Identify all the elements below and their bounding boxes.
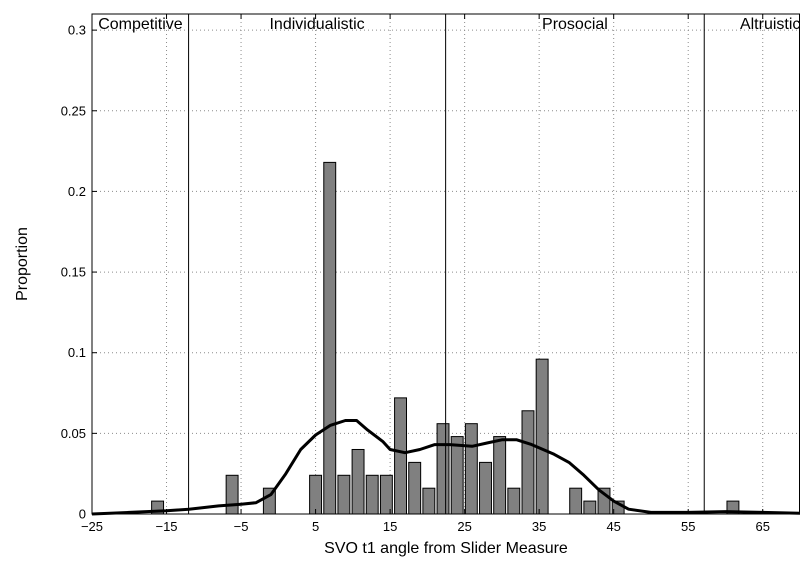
histogram-bar <box>422 487 436 515</box>
region-label: Competitive <box>98 16 183 33</box>
y-tick-label: 0.15 <box>61 265 86 280</box>
histogram-bar <box>408 461 422 515</box>
y-tick-label: 0 <box>79 507 86 522</box>
region-labels: Competitive Individualistic Prosocial Altru… <box>98 16 800 33</box>
x-tick-label: 15 <box>383 519 397 534</box>
x-tick-label: 65 <box>756 519 770 534</box>
histogram-bar <box>309 474 323 515</box>
x-tick-label: 45 <box>606 519 620 534</box>
y-tick-label: 0.25 <box>61 103 86 118</box>
region-label: Individualistic <box>269 16 364 33</box>
x-tick-label: 35 <box>532 519 546 534</box>
region-label: Altruistic <box>740 16 800 33</box>
y-tick-label: 0.05 <box>61 426 86 441</box>
y-tick-label: 0.3 <box>68 23 86 38</box>
y-tick-label: 0.2 <box>68 184 86 199</box>
histogram-bar <box>225 474 239 515</box>
histogram-bar <box>394 397 408 515</box>
histogram-bar <box>479 461 492 515</box>
histogram-bar <box>521 410 535 515</box>
histogram-bars <box>151 161 740 515</box>
histogram-bar <box>365 474 379 515</box>
histogram-bar <box>507 487 521 515</box>
histogram-bar <box>569 487 583 515</box>
density-curve-group <box>91 419 800 516</box>
y-axis-label: Proportion <box>14 227 31 301</box>
histogram-bar <box>583 500 597 515</box>
histogram-bar <box>535 358 549 515</box>
histogram-bar <box>379 474 393 515</box>
x-tick-label: 55 <box>681 519 695 534</box>
x-tick-label: −15 <box>155 519 177 534</box>
x-axis-ticks: −25 −15 −5 5 15 25 35 45 55 65 <box>81 14 770 534</box>
y-tick-label: 0.1 <box>68 345 86 360</box>
x-tick-label: 5 <box>312 519 319 534</box>
histogram-bar <box>450 436 464 515</box>
region-label: Prosocial <box>542 16 608 33</box>
density-curve <box>91 419 800 516</box>
histogram-bar <box>493 436 507 515</box>
y-axis-ticks: 0 0.05 0.1 0.15 0.2 0.25 0.3 <box>61 23 97 522</box>
histogram-bar <box>436 423 450 515</box>
histogram-bar <box>323 161 337 515</box>
histogram-bar <box>464 423 478 515</box>
x-tick-label: 25 <box>457 519 471 534</box>
category-boundaries <box>188 14 705 514</box>
histogram-bar <box>351 448 365 515</box>
x-axis-label: SVO t1 angle from Slider Measure <box>324 540 568 557</box>
x-tick-label: −5 <box>234 519 249 534</box>
x-tick-label: −25 <box>81 519 103 534</box>
histogram-bar <box>337 474 351 515</box>
